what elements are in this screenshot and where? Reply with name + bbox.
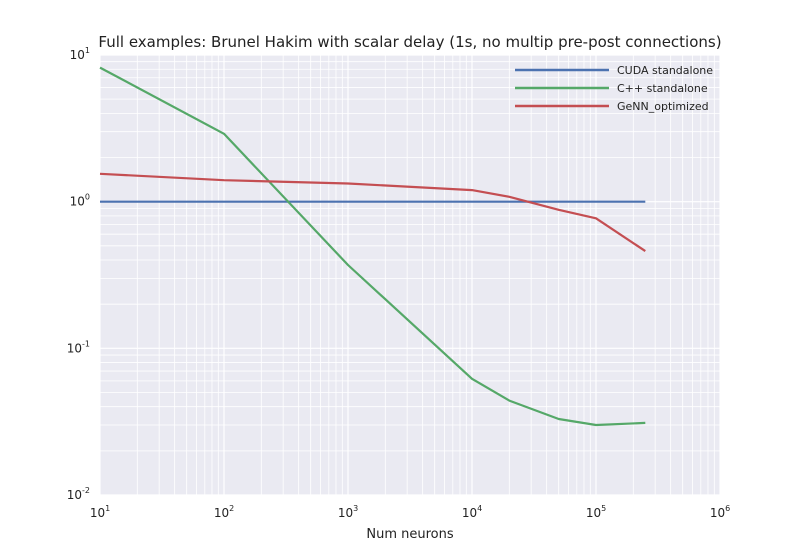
y-tick-label: 101 (70, 46, 90, 62)
x-tick-label: 106 (710, 504, 730, 520)
plot-area (100, 55, 720, 495)
y-tick-label: 100 (70, 193, 90, 209)
legend: CUDA standalone C++ standalone GeNN_optimi… (515, 64, 713, 113)
chart-title: Full examples: Brunel Hakim with scalar … (98, 33, 721, 51)
y-axis-ticks: 101 100 10-1 10-2 (67, 46, 90, 502)
x-tick-label: 105 (586, 504, 606, 520)
y-tick-label: 10-2 (67, 486, 90, 502)
y-tick-label: 10-1 (67, 339, 90, 355)
x-tick-label: 104 (462, 504, 482, 520)
legend-label-2: GeNN_optimized (617, 100, 709, 113)
series-line-2 (99, 172, 646, 253)
legend-label-0: CUDA standalone (617, 64, 713, 77)
grid (99, 54, 721, 496)
series-layer (99, 66, 646, 427)
x-tick-label: 101 (90, 504, 110, 520)
x-tick-label: 103 (338, 504, 358, 520)
x-tick-label: 102 (214, 504, 234, 520)
x-axis-ticks: 101 102 103 104 105 106 (90, 504, 730, 520)
legend-label-1: C++ standalone (617, 82, 708, 95)
x-axis-label: Num neurons (366, 527, 453, 542)
series-line-1 (99, 66, 646, 427)
